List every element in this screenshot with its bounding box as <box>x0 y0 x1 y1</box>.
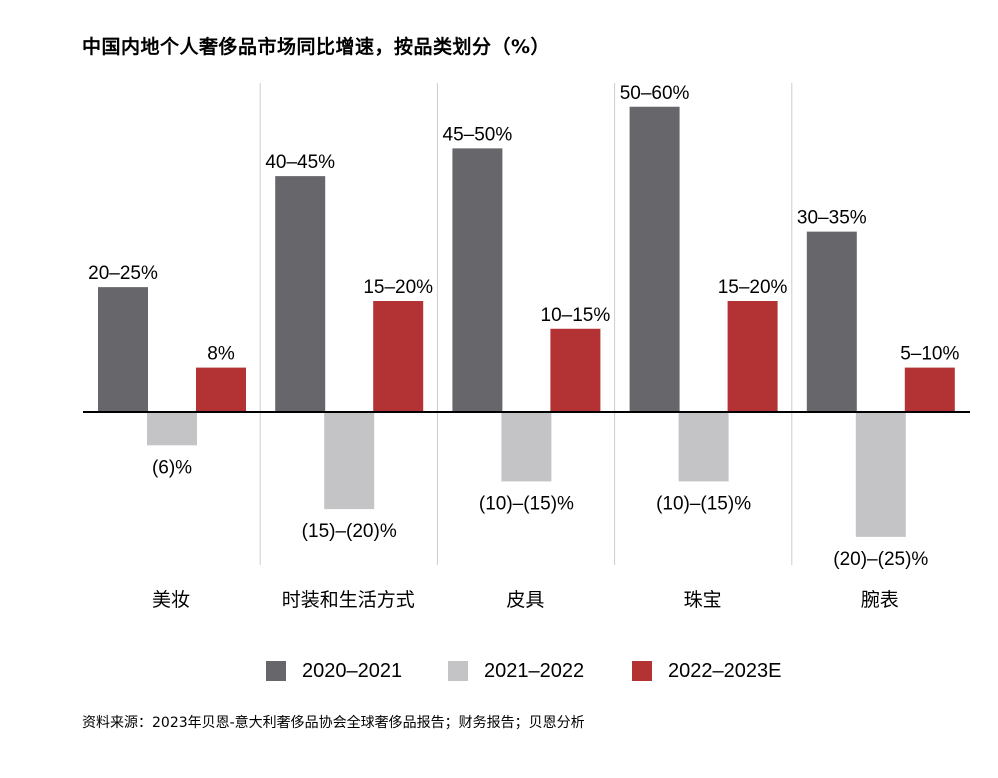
legend: 2020–2021 2021–2022 2022–2023E <box>0 658 998 684</box>
bar-0-0 <box>98 287 148 412</box>
data-label: (20)–(25)% <box>833 549 928 570</box>
legend-item-2020-2021: 2020–2021 <box>266 658 402 684</box>
data-label: (10)–(15)% <box>656 493 751 514</box>
data-label: 20–25% <box>88 263 158 284</box>
category-dividers <box>259 83 793 565</box>
bar-labels-group: 20–25% 40–45% 45–50% 50–60% 30–35% (6)% (15)–(… <box>88 83 959 570</box>
chart-title: 中国内地个人奢侈品市场同比增速，按品类划分（%） <box>82 36 551 58</box>
data-label: 5–10% <box>900 344 959 365</box>
category-labels-group: 美妆 时装和生活方式 皮具 珠宝 腕表 <box>152 589 899 611</box>
category-label: 腕表 <box>861 589 899 611</box>
legend-item-2021-2022: 2021–2022 <box>448 658 584 684</box>
data-label: 45–50% <box>443 124 513 145</box>
bar-1-1 <box>324 412 375 510</box>
bars-group <box>98 106 955 537</box>
source-note: 资料来源：2023年贝恩-意大利奢侈品协会全球奢侈品报告；财务报告；贝恩分析 <box>82 715 585 731</box>
bar-1-4 <box>855 412 906 537</box>
data-label: (10)–(15)% <box>479 493 574 514</box>
bar-0-3 <box>629 106 680 412</box>
bar-chart: 20–25% 40–45% 45–50% 50–60% 30–35% (6)% (15)–(… <box>83 83 970 611</box>
data-label: 8% <box>207 344 235 365</box>
data-label: 40–45% <box>265 152 335 173</box>
legend-item-2022-2023e: 2022–2023E <box>632 658 781 684</box>
data-label: 10–15% <box>541 305 611 326</box>
category-label: 美妆 <box>152 589 190 611</box>
data-label: 15–20% <box>363 277 433 298</box>
bar-2-3 <box>727 301 778 412</box>
category-label: 时装和生活方式 <box>282 589 415 611</box>
legend-swatch <box>632 661 652 681</box>
legend-label: 2022–2023E <box>668 659 782 682</box>
data-label: 50–60% <box>620 83 690 104</box>
bar-2-4 <box>904 367 955 412</box>
bar-2-2 <box>550 328 601 412</box>
bar-2-1 <box>373 301 424 412</box>
data-label: (6)% <box>152 457 192 478</box>
legend-swatch <box>266 661 286 681</box>
bar-0-2 <box>452 148 503 412</box>
category-label: 皮具 <box>506 589 544 611</box>
data-label: 15–20% <box>718 277 788 298</box>
bar-1-0 <box>147 412 197 446</box>
data-label: 30–35% <box>797 208 867 229</box>
data-label: (15)–(20)% <box>302 521 397 542</box>
legend-swatch <box>448 661 468 681</box>
bar-0-1 <box>275 176 326 412</box>
bar-0-4 <box>806 231 857 412</box>
legend-label: 2020–2021 <box>302 659 403 682</box>
bar-1-2 <box>501 412 552 482</box>
category-label: 珠宝 <box>684 589 722 611</box>
legend-label: 2021–2022 <box>484 659 585 682</box>
bar-2-0 <box>196 367 246 412</box>
bar-1-3 <box>678 412 729 482</box>
